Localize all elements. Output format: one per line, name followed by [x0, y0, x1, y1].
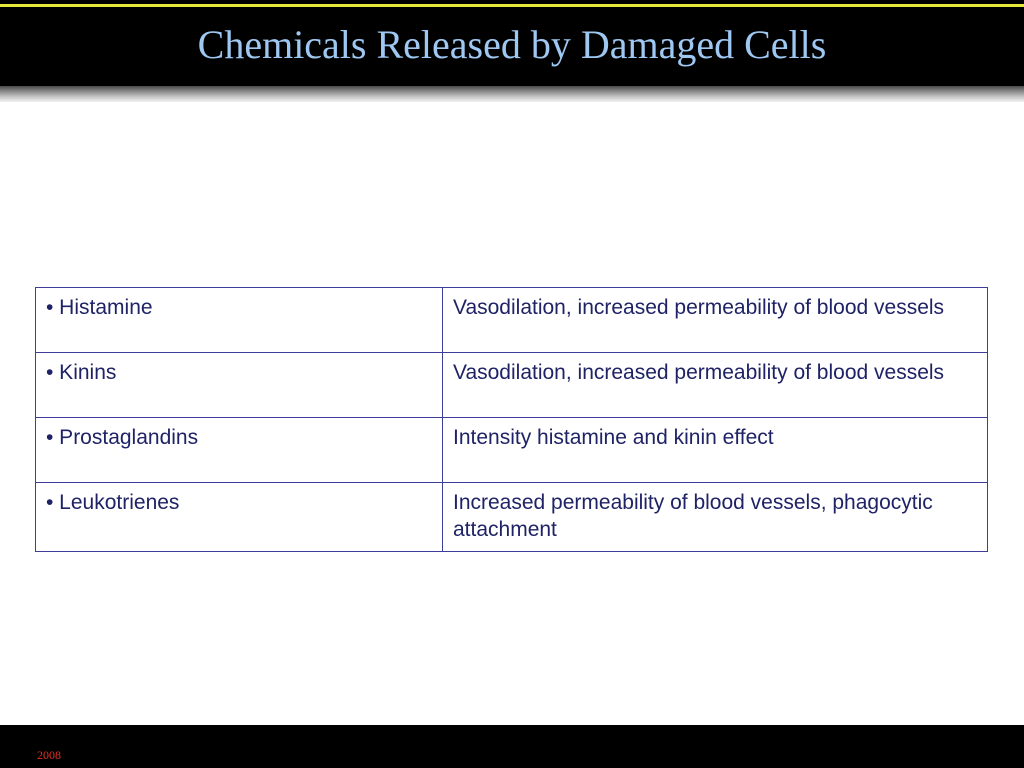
chemical-cell: • Prostaglandins	[35, 417, 443, 483]
chemicals-table: • Histamine Vasodilation, increased perm…	[35, 287, 988, 552]
slide-title: Chemicals Released by Damaged Cells	[197, 22, 827, 67]
table-row: • Leukotrienes Increased permeability of…	[35, 482, 988, 552]
effect-cell: Vasodilation, increased permeability of …	[442, 352, 988, 418]
chemical-cell: • Kinins	[35, 352, 443, 418]
header-accent-line	[0, 4, 1024, 7]
effect-cell: Increased permeability of blood vessels,…	[442, 482, 988, 552]
effect-cell: Vasodilation, increased permeability of …	[442, 287, 988, 353]
table-row: • Histamine Vasodilation, increased perm…	[35, 287, 988, 353]
table-row: • Prostaglandins Intensity histamine and…	[35, 417, 988, 483]
table-row: • Kinins Vasodilation, increased permeab…	[35, 352, 988, 418]
effect-cell: Intensity histamine and kinin effect	[442, 417, 988, 483]
footer-year: 2008	[37, 748, 61, 762]
header-bar	[0, 0, 1024, 86]
header-gradient-band	[0, 86, 1024, 102]
chemical-cell: • Histamine	[35, 287, 443, 353]
chemical-cell: • Leukotrienes	[35, 482, 443, 552]
footer-bar	[0, 725, 1024, 768]
